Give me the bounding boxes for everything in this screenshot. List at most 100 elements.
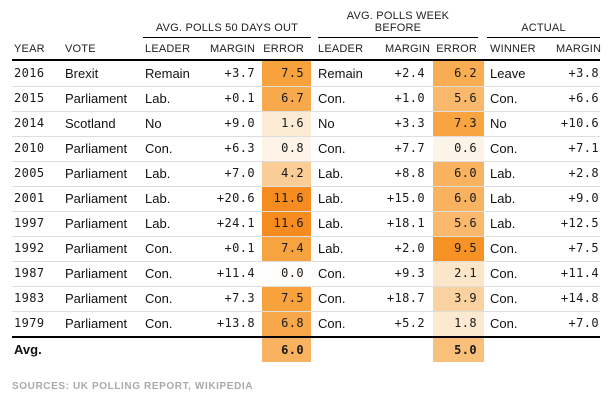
year-cell: 2010 (14, 141, 45, 155)
wk-error-cell: 5.6 (433, 211, 484, 236)
p50-error-cell: 6.7 (262, 86, 311, 111)
table-row: 2010 Parliament Con. +6.3 0.8 Con. +7.7 0.6 Con.… (12, 136, 600, 161)
table-row: 2005 Parliament Lab. +7.0 4.2 Lab. +8.8 6.0 Lab.… (12, 161, 600, 186)
col-header-year: YEAR (14, 43, 45, 55)
wk-margin-cell: +18.7 (386, 291, 425, 305)
average-row: Avg. 6.0 5.0 (12, 336, 600, 362)
vote-cell: Brexit (65, 66, 99, 81)
p50-leader-cell: Con. (145, 141, 173, 156)
table-row: 2016 Brexit Remain +3.7 7.5 Remain +2.4 6.2 Leav… (12, 61, 600, 86)
winner-cell: Con. (490, 241, 518, 256)
wk-error-cell: 7.3 (433, 111, 484, 136)
wk-margin-cell: +15.0 (386, 191, 425, 205)
wk-margin-cell: +5.2 (394, 316, 425, 330)
p50-leader-cell: Lab. (145, 91, 171, 106)
vote-cell: Parliament (65, 241, 128, 256)
winner-cell: Lab. (490, 191, 516, 206)
actual-margin-cell: +12.5 (560, 216, 599, 230)
p50-leader-cell: Con. (145, 241, 173, 256)
p50-leader-cell: No (145, 116, 162, 131)
winner-cell: Con. (490, 316, 518, 331)
p50-margin-cell: +6.3 (224, 141, 255, 155)
p50-error-cell: 11.6 (262, 211, 311, 236)
winner-cell: Con. (490, 266, 518, 281)
year-cell: 2016 (14, 66, 45, 80)
year-cell: 2005 (14, 166, 45, 180)
p50-error-cell: 7.5 (262, 286, 311, 311)
col-header-p50-margin: MARGIN (210, 43, 256, 55)
wk-leader-cell: Con. (318, 266, 346, 281)
wk-leader-cell: Lab. (318, 191, 344, 206)
table-row: 1979 Parliament Con. +13.8 6.8 Con. +5.2 1.8 Con… (12, 311, 600, 336)
sources-note: SOURCES: UK POLLING REPORT, WIKIPEDIA (12, 381, 254, 392)
col-header-wk-error: ERROR (436, 43, 477, 55)
p50-margin-cell: +7.3 (224, 291, 255, 305)
p50-leader-cell: Lab. (145, 166, 171, 181)
vote-cell: Parliament (65, 91, 128, 106)
wk-leader-cell: No (318, 116, 335, 131)
p50-margin-cell: +3.7 (224, 66, 255, 80)
wk-leader-cell: Con. (318, 91, 346, 106)
p50-margin-cell: +9.0 (224, 116, 255, 130)
avg-empty-cell (484, 338, 556, 362)
p50-leader-cell: Remain (145, 66, 190, 81)
wk-margin-cell: +18.1 (386, 216, 425, 230)
year-cell: 2014 (14, 116, 45, 130)
p50-margin-cell: +13.8 (216, 316, 255, 330)
table-row: 1997 Parliament Lab. +24.1 11.6 Lab. +18.1 5.6 L… (12, 211, 600, 236)
avg-empty-cell (62, 338, 143, 362)
winner-cell: Con. (490, 291, 518, 306)
p50-error-cell: 6.8 (262, 311, 311, 336)
wk-error-cell: 3.9 (433, 286, 484, 311)
winner-cell: Leave (490, 66, 526, 81)
avg-wk-error-cell: 5.0 (433, 338, 484, 362)
wk-error-cell: 6.0 (433, 161, 484, 186)
p50-error-cell: 7.4 (262, 236, 311, 261)
vote-cell: Parliament (65, 216, 128, 231)
wk-margin-cell: +8.8 (394, 166, 425, 180)
table-row: 2001 Parliament Lab. +20.6 11.6 Lab. +15.0 6.0 L… (12, 186, 600, 211)
year-cell: 2001 (14, 191, 45, 205)
table-row: 1987 Parliament Con. +11.4 0.0 Con. +9.3 2.1 Con… (12, 261, 600, 286)
actual-margin-cell: +3.8 (568, 66, 599, 80)
col-header-wk-margin: MARGIN (385, 43, 431, 55)
vote-cell: Parliament (65, 141, 128, 156)
winner-cell: Lab. (490, 166, 516, 181)
avg-empty-cell (210, 338, 262, 362)
col-header-actual-margin: MARGIN (556, 43, 602, 55)
wk-margin-cell: +7.7 (394, 141, 425, 155)
year-cell: 1987 (14, 266, 45, 280)
col-header-winner: WINNER (490, 43, 536, 55)
wk-leader-cell: Remain (318, 66, 363, 81)
avg-p50-error-cell: 6.0 (262, 338, 311, 362)
wk-leader-cell: Con. (318, 291, 346, 306)
group-header-actual: ACTUAL (487, 8, 600, 38)
actual-margin-cell: +10.6 (560, 116, 599, 130)
winner-cell: Lab. (490, 216, 516, 231)
actual-margin-cell: +2.8 (568, 166, 599, 180)
p50-error-cell: 1.6 (262, 111, 311, 136)
wk-error-cell: 2.1 (433, 261, 484, 286)
group-header-week-before: AVG. POLLS WEEK BEFORE (318, 8, 478, 38)
wk-leader-cell: Con. (318, 316, 346, 331)
year-cell: 1983 (14, 291, 45, 305)
col-header-p50-error: ERROR (263, 43, 304, 55)
avg-empty-cell (143, 338, 210, 362)
vote-cell: Parliament (65, 166, 128, 181)
wk-margin-cell: +9.3 (394, 266, 425, 280)
p50-margin-cell: +7.0 (224, 166, 255, 180)
table-head: AVG. POLLS 50 DAYS OUT AVG. POLLS WEEK B… (12, 8, 602, 61)
winner-cell: Con. (490, 141, 518, 156)
actual-margin-cell: +7.5 (568, 241, 599, 255)
vote-cell: Scotland (65, 116, 116, 131)
winner-cell: No (490, 116, 507, 131)
table-body: 2016 Brexit Remain +3.7 7.5 Remain +2.4 6.2 Leav… (12, 61, 600, 362)
wk-margin-cell: +1.0 (394, 91, 425, 105)
wk-error-cell: 1.8 (433, 311, 484, 336)
wk-margin-cell: +2.4 (394, 66, 425, 80)
actual-margin-cell: +7.0 (568, 316, 599, 330)
table-row: 1983 Parliament Con. +7.3 7.5 Con. +18.7 3.9 Con… (12, 286, 600, 311)
column-header-row: YEAR VOTE LEADER MARGIN ERROR LEADER MAR… (12, 38, 602, 61)
p50-margin-cell: +0.1 (224, 241, 255, 255)
